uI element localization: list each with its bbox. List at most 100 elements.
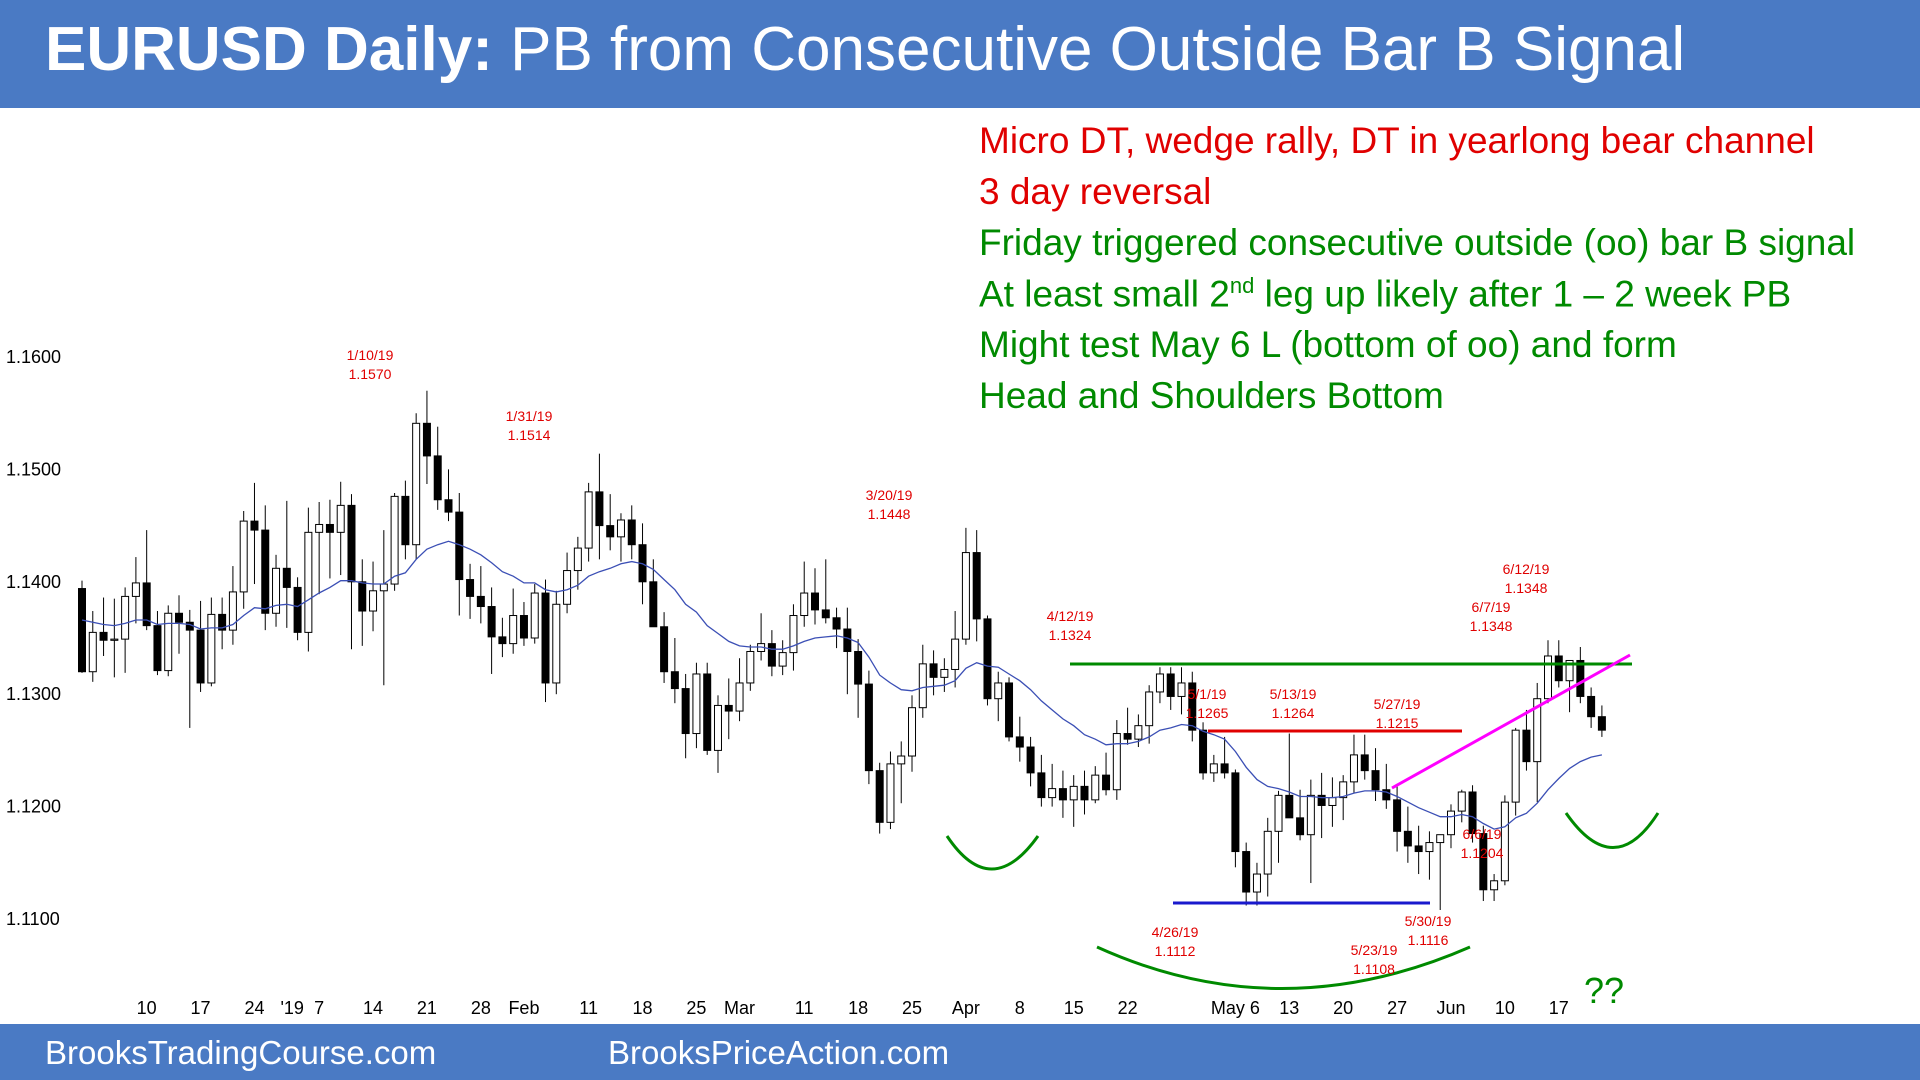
candle	[1425, 831, 1434, 880]
candle-body	[261, 529, 270, 614]
candle	[164, 605, 173, 677]
candle-body	[1015, 736, 1024, 748]
candle-body	[1188, 682, 1197, 731]
candle-body	[196, 629, 205, 684]
candle-body	[1317, 794, 1326, 806]
candle	[131, 557, 140, 624]
candle-body	[131, 582, 140, 597]
x-tick-label: 17	[1549, 998, 1569, 1018]
candle	[1360, 734, 1369, 780]
annotation-line-6: Head and Shoulders Bottom	[979, 375, 1444, 416]
candle	[1533, 682, 1542, 803]
candle	[1490, 874, 1499, 902]
label-jun6-date: 6/6/19	[1463, 826, 1502, 842]
candle	[1123, 707, 1132, 745]
annotation-line-2: 3 day reversal	[979, 171, 1212, 212]
y-tick-label: 1.1200	[6, 797, 61, 817]
candle	[422, 390, 431, 485]
candle-body	[315, 523, 324, 533]
x-tick-label: Mar	[724, 998, 755, 1018]
footer-banner: BrooksTradingCourse.com BrooksPriceActio…	[0, 1024, 1920, 1080]
candle-body	[1500, 801, 1509, 882]
x-axis: 10 17 24 '19 7 14 21 28 Feb 11 18 25 Mar 11 18 25 Apr 8 15…	[137, 998, 1569, 1018]
candle-body	[1544, 655, 1552, 700]
candle-body	[767, 643, 776, 667]
candle-body	[1166, 673, 1175, 697]
candle	[1091, 766, 1100, 804]
label-jan10-date: 1/10/19	[347, 347, 394, 363]
annotation-line-1: Micro DT, wedge rally, DT in yearlong be…	[979, 120, 1815, 161]
candle-body	[433, 455, 442, 501]
candle	[1339, 775, 1348, 821]
footer-link-left[interactable]: BrooksTradingCourse.com	[45, 1034, 437, 1071]
candle-body	[1446, 810, 1455, 836]
candle	[1587, 687, 1596, 728]
candle	[325, 499, 334, 579]
candle	[1026, 736, 1035, 787]
candle-body	[627, 519, 636, 546]
candle-body	[175, 612, 184, 623]
candle	[1155, 667, 1164, 704]
candle-body	[811, 592, 819, 611]
candle	[573, 536, 582, 590]
candle-body	[832, 617, 841, 630]
candle-body	[1177, 682, 1186, 697]
candle-body	[1306, 794, 1315, 836]
candle	[1112, 720, 1121, 800]
x-tick-label: 28	[471, 998, 491, 1018]
x-tick-label: 10	[137, 998, 157, 1018]
candle-body	[1403, 830, 1412, 847]
candle-body	[908, 707, 917, 757]
candle-body	[1479, 833, 1488, 891]
candle-body	[821, 609, 830, 619]
candle-body	[336, 504, 345, 533]
candle-body	[422, 422, 431, 457]
candle	[897, 741, 906, 804]
candle	[595, 453, 604, 560]
candle	[444, 469, 453, 522]
candle	[1479, 825, 1488, 902]
candle-body	[325, 523, 334, 533]
candle	[379, 530, 388, 686]
candle	[1349, 734, 1358, 794]
candle-body	[466, 579, 475, 597]
price-labels: 1/10/19 1.1570 1/31/19 1.1514 3/20/19 1.…	[347, 347, 1550, 977]
candle	[1005, 677, 1014, 742]
x-tick-label: 8	[1015, 998, 1025, 1018]
candle	[433, 426, 442, 510]
candle-body	[681, 688, 690, 735]
candle	[951, 611, 960, 688]
x-tick-label: 25	[902, 998, 922, 1018]
candle	[681, 673, 690, 759]
label-jun6-price: 1.1204	[1461, 845, 1504, 861]
candle	[530, 584, 539, 644]
candle-body	[1037, 772, 1046, 799]
candle	[282, 500, 291, 628]
candle-body	[1371, 770, 1380, 791]
footer-link-right[interactable]: BrooksPriceAction.com	[608, 1034, 950, 1071]
candle-body	[142, 582, 151, 627]
candle-body	[1263, 830, 1272, 875]
y-tick-label: 1.1100	[6, 909, 60, 929]
x-tick-label: 13	[1279, 998, 1299, 1018]
candle-body	[207, 613, 216, 684]
label-may30-date: 5/30/19	[1405, 913, 1452, 929]
candle-body	[843, 628, 852, 652]
candle-body	[1414, 845, 1423, 853]
candle-body	[379, 583, 388, 592]
candle-body	[1231, 772, 1240, 853]
candle	[1166, 667, 1175, 710]
candle	[735, 658, 744, 722]
x-tick-label: 11	[795, 998, 814, 1018]
candle	[1393, 786, 1402, 852]
candle-body	[724, 704, 733, 712]
candle-body	[1102, 774, 1111, 791]
candle-body	[1274, 794, 1283, 832]
label-jan10-price: 1.1570	[349, 366, 392, 382]
candle	[994, 671, 1003, 722]
candle-body	[1533, 698, 1542, 763]
left-shoulder-arc	[945, 835, 1040, 871]
candle	[228, 566, 237, 645]
candle	[929, 650, 938, 696]
candle	[1102, 752, 1111, 796]
